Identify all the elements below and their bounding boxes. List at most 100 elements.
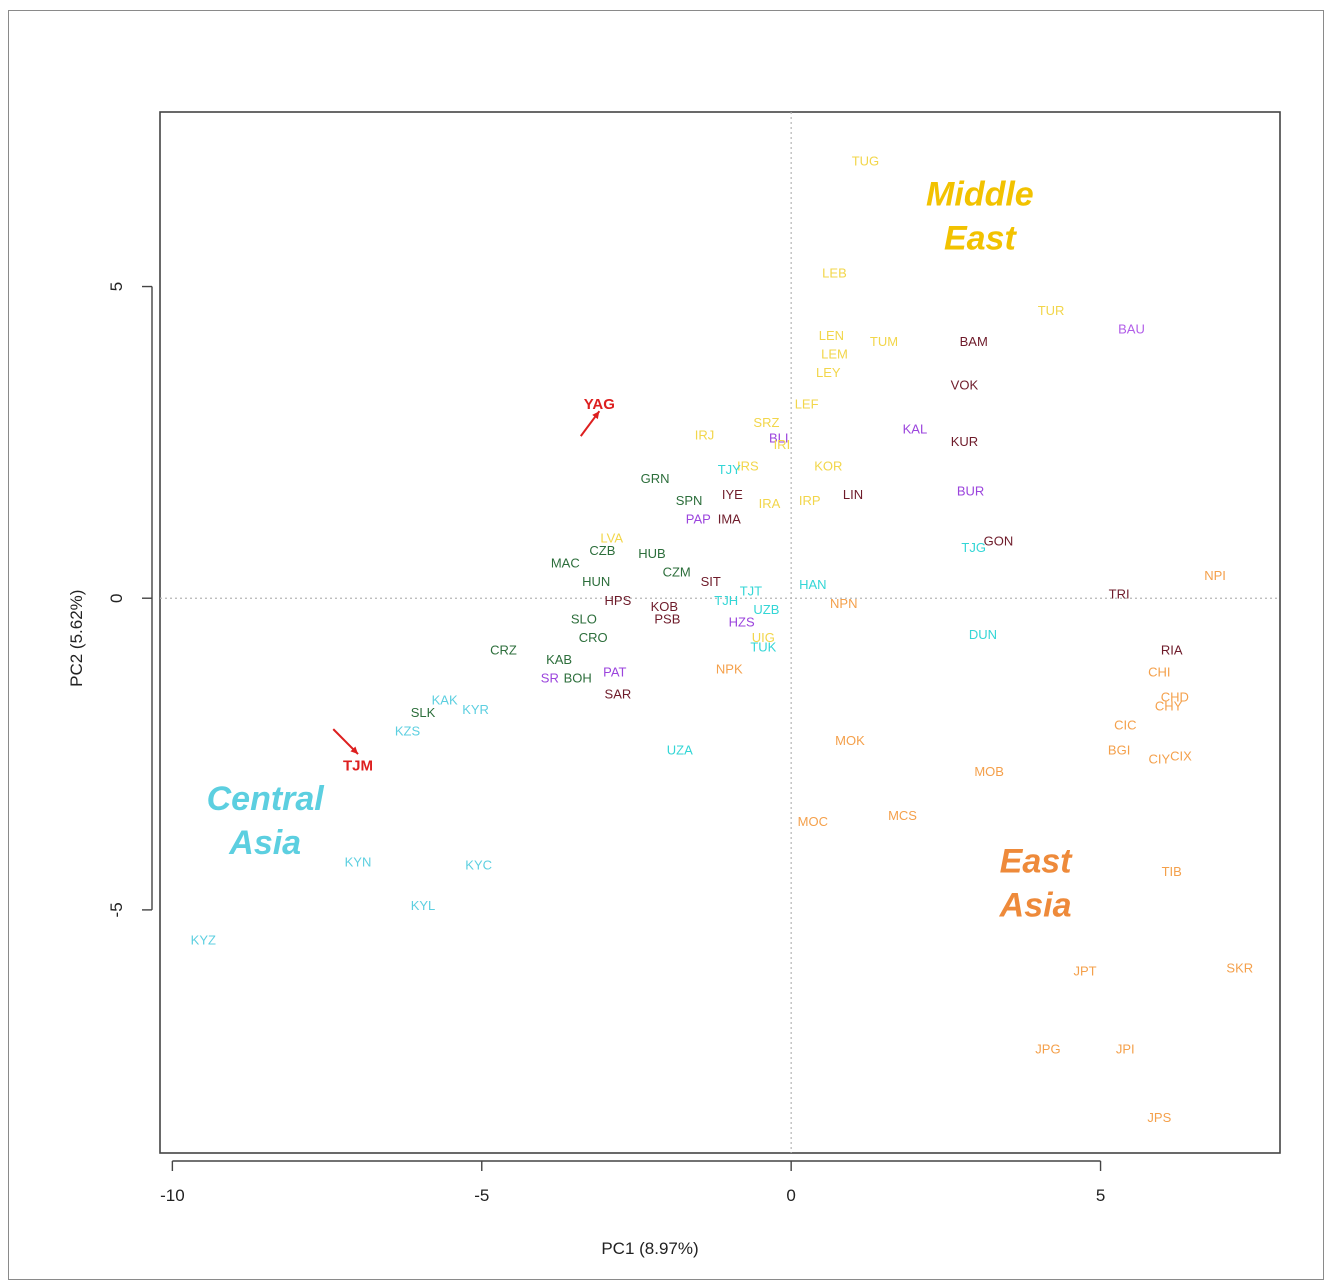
point-label: SR xyxy=(541,671,559,686)
point-label: KYZ xyxy=(191,932,216,947)
y-tick-label: 0 xyxy=(107,593,126,602)
point-label: HPS xyxy=(605,593,632,608)
point-label: MOK xyxy=(835,733,865,748)
point-label: BAU xyxy=(1118,322,1145,337)
point-label: SKR xyxy=(1226,961,1253,976)
point-label: SPN xyxy=(676,493,703,508)
point-label: CHI xyxy=(1148,664,1170,679)
point-label: JPI xyxy=(1116,1042,1135,1057)
point-label: CZB xyxy=(589,543,615,558)
point-label: HUN xyxy=(582,574,610,589)
point-label: HUB xyxy=(638,546,665,561)
point-label: SIT xyxy=(701,574,721,589)
point-label: CHY xyxy=(1155,699,1183,714)
point-label: KYN xyxy=(345,855,372,870)
point-label: CIY xyxy=(1149,752,1171,767)
point-label: TUK xyxy=(750,640,776,655)
point-label: CRZ xyxy=(490,643,517,658)
point-label: LEN xyxy=(819,328,844,343)
point-label: TRI xyxy=(1109,587,1130,602)
point-label: IYE xyxy=(722,487,743,502)
point-label: KUR xyxy=(951,434,978,449)
x-axis-label: PC1 (8.97%) xyxy=(601,1239,698,1258)
point-label: UIG xyxy=(752,630,775,645)
point-label: SAR xyxy=(605,686,632,701)
point-label: KOR xyxy=(814,459,842,474)
highlighted-samples: YAG TJM xyxy=(332,396,615,774)
point-label: NPN xyxy=(830,596,857,611)
point-label: TJT xyxy=(740,583,762,598)
point-label: SLK xyxy=(411,705,436,720)
region-label: Central Asia xyxy=(207,780,326,862)
y-tick-label: -5 xyxy=(107,902,126,917)
point-label: TJY xyxy=(718,462,741,477)
point-label: JPT xyxy=(1074,964,1097,979)
point-label: MOC xyxy=(798,814,828,829)
y-axis-label: PC2 (5.62%) xyxy=(67,590,86,687)
point-label: LVA xyxy=(600,530,623,545)
figure-frame xyxy=(8,10,1324,1280)
point-label: KOB xyxy=(651,599,678,614)
point-label: CZM xyxy=(663,565,691,580)
point-label: DUN xyxy=(969,627,997,642)
point-label: GRN xyxy=(641,471,670,486)
point-label: SRZ xyxy=(753,415,779,430)
y-tick-label: 5 xyxy=(107,282,126,291)
point-label: PAT xyxy=(603,664,626,679)
x-tick-label: -10 xyxy=(160,1186,185,1205)
point-label: JPG xyxy=(1035,1042,1060,1057)
x-axis: -10 -5 0 5 xyxy=(160,1160,1105,1205)
point-label: RIA xyxy=(1161,643,1183,658)
point-label: KZS xyxy=(395,724,421,739)
point-label: SLO xyxy=(571,611,597,626)
point-label: IRS xyxy=(737,459,759,474)
x-tick-label: -5 xyxy=(474,1186,489,1205)
highlight-label: YAG xyxy=(584,396,615,413)
point-label: KYL xyxy=(411,898,436,913)
point-label: LEY xyxy=(816,365,841,380)
highlight-label: TJM xyxy=(343,757,373,774)
point-label: TJG xyxy=(961,540,986,555)
point-label: UZB xyxy=(753,602,779,617)
point-label: BLI xyxy=(769,431,789,446)
point-label: CRO xyxy=(579,630,608,645)
point-label: CHD xyxy=(1161,689,1189,704)
point-label: HAN xyxy=(799,577,826,592)
point-label: TJH xyxy=(714,593,738,608)
point-label: KYR xyxy=(462,702,489,717)
point-label: IRI xyxy=(774,437,791,452)
point-label: MOB xyxy=(974,764,1004,779)
point-label: LIN xyxy=(843,487,863,502)
point-label: TUR xyxy=(1038,303,1065,318)
point-label: IMA xyxy=(718,512,741,527)
y-axis: -5 0 5 xyxy=(107,282,153,917)
point-label: GON xyxy=(984,534,1014,549)
point-label: IRP xyxy=(799,493,821,508)
point-labels: TUG LEB TUR BAU LEN TUM BAM LEM LEY VOK LEF SRZ IRJ K… xyxy=(191,153,1253,1125)
plot-area xyxy=(159,111,1281,1154)
point-label: IRA xyxy=(759,496,781,511)
x-tick-label: 5 xyxy=(1096,1186,1105,1205)
point-label: NPK xyxy=(716,661,743,676)
point-label: UZA xyxy=(667,742,693,757)
point-label: NPI xyxy=(1204,568,1226,583)
region-labels: Middle East Central Asia East Asia xyxy=(207,176,1074,925)
point-label: LEF xyxy=(795,396,819,411)
region-label: East Asia xyxy=(999,842,1073,924)
point-label: HZS xyxy=(729,615,755,630)
point-label: BGI xyxy=(1108,742,1130,757)
point-label: MAC xyxy=(551,555,580,570)
point-label: IRJ xyxy=(695,428,715,443)
point-label: TIB xyxy=(1162,864,1182,879)
point-label: BOH xyxy=(564,671,592,686)
x-tick-label: 0 xyxy=(786,1186,795,1205)
point-label: BUR xyxy=(957,484,984,499)
region-label: Middle East xyxy=(926,176,1034,258)
point-label: KAB xyxy=(546,652,572,667)
highlight-arrowhead xyxy=(350,746,359,755)
point-label: BAM xyxy=(960,334,988,349)
point-label: VOK xyxy=(951,378,979,393)
point-label: CIX xyxy=(1170,749,1192,764)
point-label: KAL xyxy=(903,421,928,436)
